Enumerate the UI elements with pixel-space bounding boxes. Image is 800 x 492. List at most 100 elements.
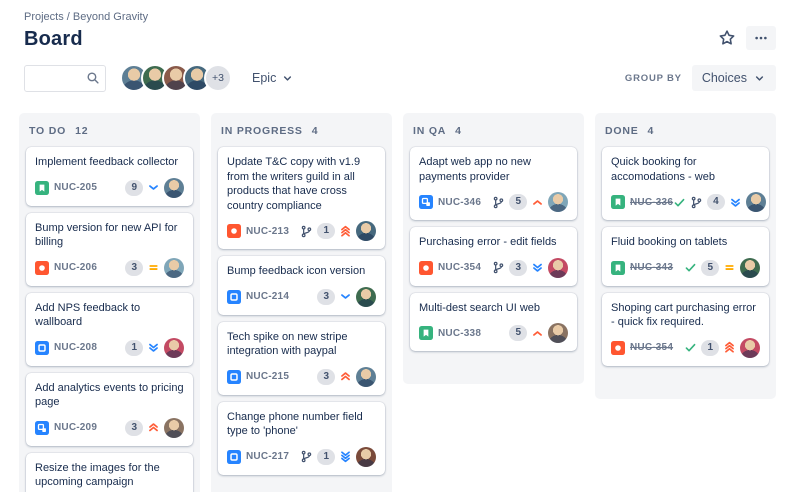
assignee-avatar[interactable]	[164, 337, 184, 358]
avatar[interactable]	[141, 64, 169, 92]
board-column-done: DONE 4 Quick booking for accomodations - w…	[595, 113, 776, 399]
column-name: IN PROGRESS	[221, 125, 303, 137]
card-key: NUC-217	[246, 451, 290, 462]
more-options-button[interactable]	[746, 26, 776, 50]
chevron-down-icon	[753, 72, 766, 85]
assignee-avatar[interactable]	[164, 257, 184, 278]
card-title: Update T&C copy with v1.9 from the write…	[227, 156, 361, 212]
assignee-avatar[interactable]	[356, 221, 376, 241]
card-nuc-209[interactable]: Add analytics events to pricing page NUC-…	[26, 372, 193, 446]
page-header: Projects / Beyond Gravity Board	[0, 0, 800, 51]
column-count: 4	[647, 125, 655, 137]
assignee-avatar[interactable]	[548, 323, 568, 343]
story-icon	[419, 326, 433, 340]
group-by-label: GROUP BY	[624, 72, 682, 84]
card-nuc-217[interactable]: Change phone number field type to 'phone…	[218, 401, 385, 475]
card-footer: NUC-215 3	[227, 366, 376, 387]
board: TO DO 12 Implement feedback collector NUC-2…	[0, 92, 800, 492]
column-name: DONE	[605, 125, 639, 137]
card-title: Tech spike on new stripe integration wit…	[227, 330, 348, 358]
card-key: NUC-354	[438, 262, 482, 273]
column-header: TO DO 12	[19, 113, 200, 147]
avatar-overflow-count[interactable]: +3	[204, 64, 232, 92]
priority-up-3-icon	[339, 225, 352, 238]
card-meta: 1	[300, 221, 376, 241]
avatar-group: +3	[120, 64, 232, 92]
card-nuc-354[interactable]: Purchasing error - edit fields NUC-354 3	[410, 227, 577, 286]
card-meta: 3	[125, 257, 184, 278]
story-points-badge: 5	[509, 325, 527, 341]
card-footer: NUC-336 4	[611, 192, 766, 212]
card-title: Bump feedback icon version	[227, 265, 366, 277]
board-toolbar: +3 Epic GROUP BY Choices	[0, 51, 800, 92]
story-points-badge: 3	[509, 259, 527, 276]
story-points-badge: 9	[125, 179, 143, 196]
card-footer: NUC-354 3	[419, 257, 568, 278]
card-nuc-206[interactable]: Bump version for new API for billing NUC-…	[26, 212, 193, 286]
card-footer: NUC-208 1	[35, 337, 184, 358]
card-nuc-354[interactable]: Shoping cart purchasing error - quick fi…	[602, 292, 769, 366]
assignee-avatar[interactable]	[740, 337, 760, 358]
assignee-avatar[interactable]	[164, 417, 184, 438]
board-column-to-do: TO DO 12 Implement feedback collector NUC-2…	[19, 113, 200, 492]
column-name: TO DO	[29, 125, 67, 137]
column-header: IN QA 4	[403, 113, 584, 147]
assignee-avatar[interactable]	[164, 177, 184, 198]
card-nuc-213[interactable]: Update T&C copy with v1.9 from the write…	[218, 147, 385, 249]
story-icon	[35, 180, 49, 195]
card-nuc-210[interactable]: Resize the images for the upcoming campa…	[26, 452, 193, 492]
priority-up-2-icon	[147, 421, 160, 434]
story-points-badge: 1	[317, 223, 335, 239]
card-nuc-215[interactable]: Tech spike on new stripe integration wit…	[218, 321, 385, 395]
assignee-avatar[interactable]	[356, 366, 376, 387]
assignee-avatar[interactable]	[740, 257, 760, 278]
priority-down-2-icon	[729, 196, 742, 209]
card-title: Quick booking for accomodations - web	[611, 156, 715, 183]
board-column-in-progress: IN PROGRESS 4 Update T&C copy with v1.9 fr…	[211, 113, 392, 492]
card-nuc-336[interactable]: Quick booking for accomodations - web NUC…	[602, 147, 769, 220]
card-footer: NUC-206 3	[35, 257, 184, 278]
card-key: NUC-336	[630, 196, 674, 208]
search-input[interactable]	[24, 64, 106, 92]
star-button[interactable]	[714, 25, 740, 51]
assignee-avatar[interactable]	[548, 257, 568, 278]
dev-branch-icon	[492, 196, 505, 209]
card-title: Add analytics events to pricing page	[35, 381, 184, 409]
card-nuc-208[interactable]: Add NPS feedback to wallboard NUC-208 1	[26, 292, 193, 366]
task-icon	[227, 449, 241, 464]
card-footer: NUC-217 1	[227, 446, 376, 467]
story-points-badge: 1	[125, 339, 143, 356]
card-meta: 3	[317, 366, 376, 387]
card-nuc-338[interactable]: Multi-dest search UI web NUC-338 5	[410, 292, 577, 351]
card-meta: 5	[684, 257, 760, 278]
card-title: Change phone number field type to 'phone…	[227, 410, 363, 438]
card-title: Bump version for new API for billing	[35, 221, 178, 249]
card-nuc-346[interactable]: Adapt web app no new payments provider NU…	[410, 147, 577, 220]
dev-branch-icon	[300, 225, 313, 238]
card-meta: 3	[317, 286, 376, 307]
assignee-avatar[interactable]	[745, 192, 766, 212]
card-meta: 1	[125, 337, 184, 358]
priority-down-3-icon	[339, 450, 352, 463]
card-footer: NUC-213 1	[227, 221, 376, 241]
breadcrumb[interactable]: Projects / Beyond Gravity	[24, 11, 149, 23]
group-by-choices-dropdown[interactable]: Choices	[691, 65, 776, 91]
group-by-choices-value: Choices	[701, 71, 747, 85]
card-nuc-343[interactable]: Fluid booking on tablets NUC-343 5	[602, 227, 769, 286]
epic-dropdown[interactable]: Epic	[252, 71, 294, 85]
card-title: Fluid booking on tablets	[611, 236, 728, 248]
card-meta: 3	[125, 417, 184, 438]
card-key: NUC-214	[246, 291, 290, 302]
card-nuc-205[interactable]: Implement feedback collector NUC-205 9	[26, 147, 193, 206]
card-key: NUC-213	[246, 225, 290, 237]
card-key: NUC-354	[630, 342, 674, 353]
priority-down-2-icon	[147, 341, 160, 354]
card-footer: NUC-205 9	[35, 177, 184, 198]
assignee-avatar[interactable]	[356, 446, 376, 467]
assignee-avatar[interactable]	[356, 286, 376, 307]
avatar[interactable]	[162, 64, 190, 92]
card-footer: NUC-354 1	[611, 337, 760, 358]
card-nuc-214[interactable]: Bump feedback icon version NUC-214 3	[218, 256, 385, 315]
assignee-avatar[interactable]	[548, 192, 568, 212]
task-icon	[227, 369, 241, 384]
